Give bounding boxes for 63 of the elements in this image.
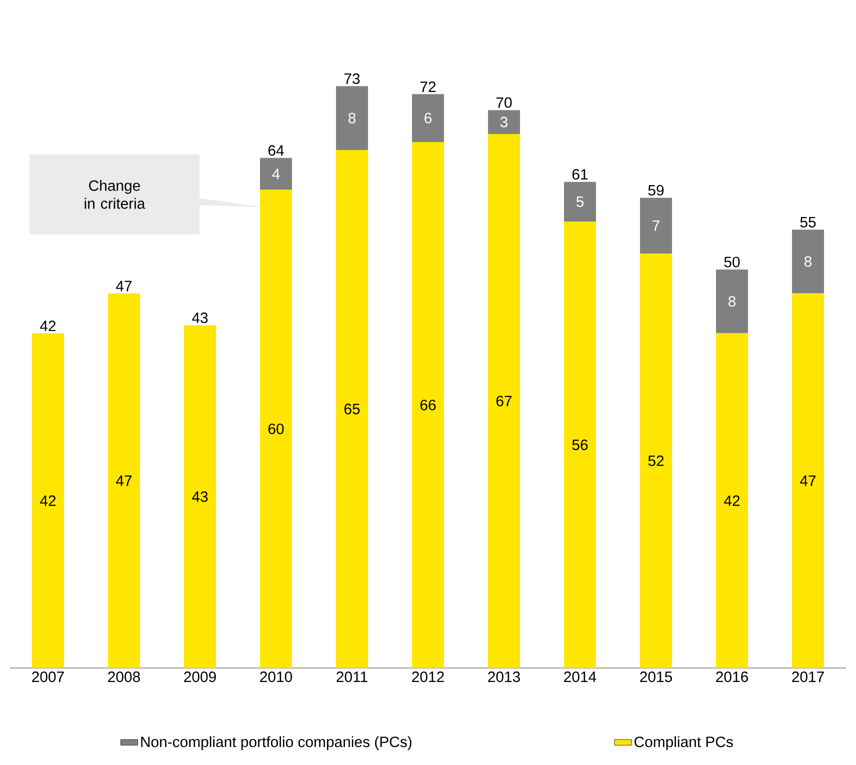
x-tick-label: 2013 — [488, 672, 520, 682]
total-label: 72 — [420, 82, 436, 92]
data-label: 5 — [576, 196, 584, 207]
data-label: 7 — [652, 220, 660, 231]
bar — [792, 293, 824, 668]
x-tick-label: 2015 — [640, 672, 672, 682]
x-tick-label: 2014 — [564, 672, 596, 682]
bar — [716, 269, 748, 334]
annotation: Change in criteria — [84, 180, 146, 209]
data-label: 52 — [648, 455, 664, 466]
bar — [336, 86, 368, 150]
data-label: 47 — [800, 476, 816, 486]
data-label: 56 — [572, 440, 588, 450]
data-label: 67 — [496, 396, 512, 406]
total-label: 43 — [192, 312, 208, 324]
bar — [260, 190, 292, 668]
data-label: 8 — [804, 256, 812, 267]
bar — [412, 142, 444, 668]
bar — [792, 230, 824, 294]
bar — [564, 222, 596, 668]
data-label: 43 — [192, 491, 208, 502]
bar — [716, 333, 748, 668]
x-tick-label: 2008 — [108, 672, 140, 682]
data-label: 8 — [728, 296, 736, 307]
total-label: 61 — [572, 169, 588, 180]
x-tick-label: 2011 — [336, 672, 368, 682]
total-label: 73 — [344, 73, 360, 84]
total-label: 70 — [496, 97, 512, 108]
bar — [564, 182, 596, 222]
bar — [184, 325, 216, 668]
total-label: 47 — [116, 280, 132, 292]
x-tick-label: 2007 — [32, 672, 64, 682]
data-label: 42 — [40, 495, 56, 506]
data-label: 60 — [268, 424, 284, 434]
x-tick-label: 2017 — [792, 672, 824, 682]
bar — [32, 333, 64, 668]
data-label: 66 — [420, 400, 436, 410]
bar — [412, 94, 444, 142]
bar — [336, 150, 368, 668]
bar — [260, 158, 292, 190]
bar — [640, 198, 672, 254]
legend-label: Compliant PCs — [634, 736, 733, 750]
x-tick-label: 2012 — [412, 672, 444, 682]
total-label: 42 — [40, 320, 56, 332]
total-label: 50 — [724, 256, 740, 268]
x-tick-label: 2010 — [260, 672, 292, 682]
bar — [640, 254, 672, 668]
data-label: 65 — [344, 404, 360, 414]
bar — [488, 110, 520, 134]
legend-label: Non-compliant portfolio companies (PCs) — [141, 736, 412, 750]
data-label: 6 — [424, 112, 432, 124]
x-tick-label: 2016 — [716, 672, 748, 682]
data-label: 47 — [116, 476, 132, 486]
data-label: 4 — [272, 168, 280, 179]
total-label: 59 — [648, 184, 664, 196]
data-label: 8 — [348, 112, 356, 124]
total-label: 64 — [268, 145, 284, 156]
x-tick-label: 2009 — [184, 672, 216, 682]
total-label: 55 — [800, 217, 816, 228]
bar — [108, 293, 140, 668]
data-label: 3 — [500, 116, 508, 128]
bar — [488, 134, 520, 668]
data-label: 42 — [724, 495, 740, 506]
